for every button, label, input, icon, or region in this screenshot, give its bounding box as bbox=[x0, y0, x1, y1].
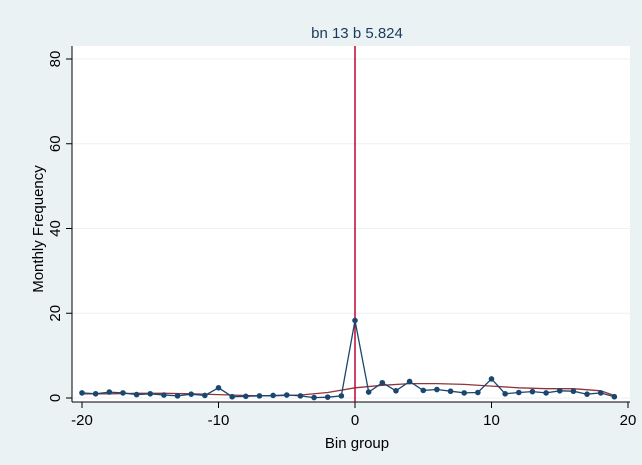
y-tick-label: 80 bbox=[47, 51, 64, 68]
chart-title: bn 13 b 5.824 bbox=[311, 25, 403, 42]
data-point bbox=[147, 390, 154, 397]
y-tick-label: 20 bbox=[47, 305, 64, 322]
data-point bbox=[611, 393, 618, 400]
data-point bbox=[297, 393, 304, 399]
series-line bbox=[81, 320, 615, 399]
x-tick-label: 10 bbox=[483, 412, 500, 429]
y-tick-label: 60 bbox=[47, 135, 64, 152]
x-tick-label: 0 bbox=[351, 412, 359, 429]
data-point bbox=[243, 393, 249, 400]
data-point bbox=[338, 393, 345, 399]
data-point bbox=[92, 390, 99, 397]
x-tick-label: 20 bbox=[620, 412, 637, 429]
data-point bbox=[229, 393, 235, 400]
data-point bbox=[283, 392, 290, 398]
y-tick-label: 0 bbox=[47, 394, 64, 402]
data-point bbox=[556, 387, 563, 394]
data-point bbox=[393, 387, 399, 394]
data-point bbox=[120, 390, 126, 396]
data-point bbox=[570, 388, 577, 395]
data-point bbox=[188, 391, 194, 397]
data-point bbox=[475, 389, 481, 396]
data-point bbox=[202, 392, 208, 399]
data-point bbox=[529, 388, 536, 395]
x-tick-label: -20 bbox=[71, 412, 93, 429]
data-point bbox=[311, 394, 317, 401]
plot-area bbox=[72, 46, 630, 402]
data-point bbox=[270, 392, 276, 399]
data-point bbox=[597, 390, 604, 396]
data-point bbox=[406, 378, 413, 385]
x-tick-label: -10 bbox=[208, 412, 230, 429]
data-point bbox=[584, 391, 590, 397]
data-point bbox=[420, 387, 427, 394]
x-axis-title: Bin group bbox=[325, 435, 389, 452]
data-point bbox=[106, 389, 113, 395]
data-point bbox=[379, 379, 386, 386]
y-axis-title: Monthly Frequency bbox=[30, 165, 47, 293]
data-point bbox=[161, 392, 167, 398]
data-point bbox=[352, 317, 358, 324]
data-point bbox=[324, 394, 331, 400]
data-point bbox=[488, 376, 495, 382]
data-point bbox=[516, 389, 522, 396]
y-tick-label: 40 bbox=[47, 220, 64, 237]
data-point bbox=[502, 390, 508, 397]
data-point bbox=[174, 393, 181, 399]
data-point bbox=[256, 393, 263, 399]
data-point bbox=[543, 390, 549, 396]
data-point bbox=[434, 386, 440, 393]
data-point bbox=[461, 390, 468, 396]
data-point bbox=[447, 388, 454, 395]
data-point bbox=[215, 385, 222, 391]
data-point bbox=[79, 390, 85, 396]
data-point bbox=[365, 389, 372, 395]
data-point bbox=[133, 391, 140, 398]
